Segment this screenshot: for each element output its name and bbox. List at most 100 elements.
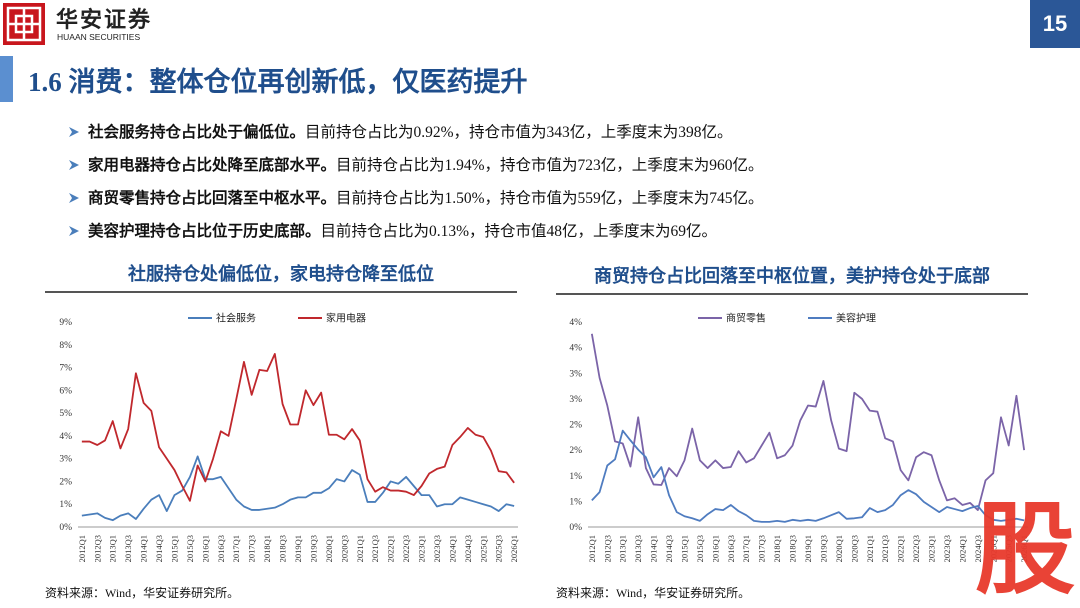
x-tick-label: 2012Q3	[602, 535, 612, 562]
x-tick-label: 2024Q3	[973, 535, 983, 562]
x-tick-label: 2022Q3	[911, 535, 921, 562]
x-tick-label: 2022Q1	[896, 535, 906, 562]
x-tick-label: 2013Q1	[618, 535, 628, 562]
legend-label: 社会服务	[216, 312, 256, 325]
x-tick-label: 2025Q3	[1004, 535, 1014, 562]
bullet-arrow	[69, 160, 79, 170]
y-tick-label: 1%	[59, 500, 72, 510]
x-tick-label: 2016Q1	[710, 535, 720, 562]
bullet-arrow	[69, 127, 79, 137]
bullet-arrow	[69, 193, 79, 203]
bullet: 家用电器持仓占比处降至底部水平。目前持仓占比为1.94%，持仓市值为723亿，上…	[68, 153, 764, 175]
y-tick-label: 3%	[569, 395, 582, 405]
x-tick-label: 2025Q3	[494, 535, 504, 562]
x-tick-label: 2018Q3	[788, 535, 798, 562]
chart: 0% 1% 1% 2% 2% 3% 3% 4% 4% 2012Q1 2012Q3 2013Q1 2013…	[569, 312, 1029, 563]
bullet-arrow	[69, 226, 79, 236]
page-number: 15	[1030, 0, 1080, 48]
slide-title: 1.6 消费：整体仓位再创新低，仅医药提升	[28, 67, 528, 97]
bullet: 商贸零售持仓占比回落至中枢水平。目前持仓占比为1.50%，持仓市值为559亿，上…	[68, 186, 764, 208]
x-tick-label: 2025Q1	[478, 535, 488, 562]
line-series	[591, 429, 1025, 523]
y-tick-label: 0%	[59, 523, 72, 533]
bullet-text: 目前持仓占比为1.50%，持仓市值为559亿，上季度末为745亿。	[336, 190, 764, 207]
x-tick-label: 2019Q1	[293, 535, 303, 562]
x-tick-label: 2020Q1	[834, 535, 844, 562]
line-series	[590, 333, 1026, 511]
x-tick-label: 2016Q3	[726, 535, 736, 562]
x-tick-label: 2024Q1	[447, 535, 457, 562]
x-tick-label: 2019Q3	[308, 535, 318, 562]
logo-icon	[3, 3, 45, 45]
x-tick-label: 2023Q1	[417, 535, 427, 562]
y-tick-label: 3%	[59, 455, 72, 465]
x-tick-label: 2024Q1	[957, 535, 967, 562]
x-tick-label: 2019Q1	[803, 535, 813, 562]
x-tick-label: 2024Q3	[463, 535, 473, 562]
y-tick-label: 1%	[569, 472, 582, 482]
logo-text: 华安证券	[56, 7, 153, 32]
bullet: 美容护理持仓占比位于历史底部。目前持仓占比为0.13%，持仓市值48亿，上季度末…	[68, 219, 717, 241]
x-tick-label: 2014Q3	[664, 535, 674, 562]
x-tick-label: 2025Q1	[988, 535, 998, 562]
x-tick-label: 2021Q3	[880, 535, 890, 562]
bullet-lead: 美容护理持仓占比位于历史底部。	[88, 223, 321, 240]
y-tick-label: 6%	[59, 386, 72, 396]
x-tick-label: 2012Q1	[587, 535, 597, 562]
chart-title: 商贸持仓占比回落至中枢位置，美护持仓处于底部	[556, 262, 1028, 295]
x-tick-label: 2012Q3	[92, 535, 102, 562]
bullet-lead: 商贸零售持仓占比回落至中枢水平。	[88, 190, 337, 207]
x-tick-label: 2016Q3	[216, 535, 226, 562]
bullet: 社会服务持仓占比处于偏低位。目前持仓占比为0.92%，持仓市值为343亿，上季度…	[68, 120, 733, 142]
x-tick-label: 2015Q3	[695, 535, 705, 562]
x-tick-label: 2021Q1	[865, 535, 875, 562]
x-tick-label: 2014Q1	[649, 535, 659, 562]
chart: 0% 1% 2% 3% 4% 5% 6% 7% 8% 9% 2012Q1 2012Q3 2013Q1 20…	[59, 312, 519, 563]
y-tick-label: 3%	[569, 369, 582, 379]
x-tick-label: 2017Q3	[757, 535, 767, 562]
y-tick-label: 2%	[569, 446, 582, 456]
x-tick-label: 2020Q3	[849, 535, 859, 562]
x-tick-label: 2026Q1	[509, 535, 519, 562]
logo-subtext: HUAAN SECURITIES	[57, 32, 141, 42]
x-tick-label: 2021Q3	[370, 535, 380, 562]
x-tick-label: 2023Q3	[432, 535, 442, 562]
title-accent	[0, 56, 13, 102]
y-tick-label: 8%	[59, 341, 72, 351]
source-note: 资料来源：Wind，华安证券研究所。	[45, 586, 240, 600]
x-tick-label: 2013Q3	[633, 535, 643, 562]
y-tick-label: 4%	[59, 432, 72, 442]
line-series	[81, 352, 515, 502]
x-tick-label: 2015Q1	[169, 535, 179, 562]
y-tick-label: 5%	[59, 409, 72, 419]
x-tick-label: 2017Q1	[231, 535, 241, 562]
x-tick-label: 2022Q1	[386, 535, 396, 562]
bullet-lead: 家用电器持仓占比处降至底部水平。	[88, 157, 337, 174]
x-tick-label: 2019Q3	[818, 535, 828, 562]
x-tick-label: 2013Q1	[108, 535, 118, 562]
chart-title: 社服持仓处偏低位，家电持仓降至低位	[45, 260, 517, 293]
line-series	[81, 455, 515, 522]
x-tick-label: 2023Q1	[927, 535, 937, 562]
legend-label: 美容护理	[836, 312, 876, 325]
x-tick-label: 2013Q3	[123, 535, 133, 562]
x-tick-label: 2017Q1	[741, 535, 751, 562]
legend-label: 商贸零售	[726, 312, 766, 325]
y-tick-label: 4%	[569, 344, 582, 354]
y-tick-label: 7%	[59, 364, 72, 374]
y-tick-label: 0%	[569, 523, 582, 533]
x-tick-label: 2026Q1	[1019, 535, 1029, 562]
x-tick-label: 2017Q3	[247, 535, 257, 562]
y-tick-label: 4%	[569, 318, 582, 328]
y-tick-label: 1%	[569, 497, 582, 507]
x-tick-label: 2014Q3	[154, 535, 164, 562]
x-tick-label: 2020Q3	[339, 535, 349, 562]
bullet-text: 目前持仓占比为0.13%，持仓市值48亿，上季度末为69亿。	[320, 223, 718, 240]
y-tick-label: 9%	[59, 318, 72, 328]
x-tick-label: 2018Q1	[772, 535, 782, 562]
bullet-lead: 社会服务持仓占比处于偏低位。	[88, 124, 306, 141]
watermark: 股	[975, 491, 1075, 608]
x-tick-label: 2016Q1	[200, 535, 210, 562]
bullet-text: 目前持仓占比为1.94%，持仓市值为723亿，上季度末为960亿。	[336, 157, 764, 174]
